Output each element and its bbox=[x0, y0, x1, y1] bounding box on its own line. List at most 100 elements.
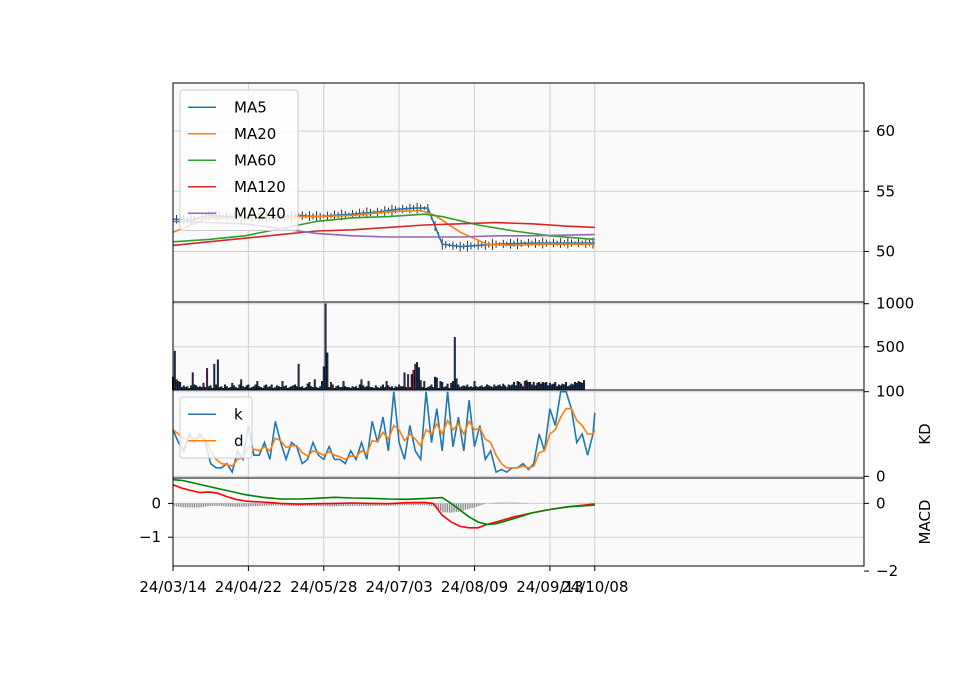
volume-bar bbox=[455, 378, 458, 391]
macd-right-tick-label: 0 bbox=[876, 494, 886, 512]
volume-bar bbox=[539, 383, 542, 391]
volume-bar bbox=[518, 381, 521, 391]
volume-bar bbox=[570, 383, 573, 391]
volume-bar bbox=[548, 382, 551, 391]
volume-bar bbox=[554, 381, 557, 391]
volume-bar bbox=[306, 383, 309, 391]
volume-bar bbox=[362, 385, 365, 391]
volume-bar bbox=[556, 386, 559, 391]
volume-bar bbox=[478, 386, 481, 391]
volume-bar bbox=[301, 386, 304, 391]
volume-bar bbox=[310, 386, 313, 391]
volume-bar bbox=[504, 385, 507, 391]
volume-bar bbox=[575, 382, 578, 391]
volume-bar bbox=[295, 386, 298, 391]
volume-bar bbox=[331, 384, 334, 391]
volume-bar bbox=[444, 386, 447, 391]
volume-bar bbox=[175, 379, 178, 391]
volume-bar bbox=[566, 386, 569, 391]
volume-bar bbox=[493, 384, 496, 391]
volume-bar bbox=[489, 386, 492, 391]
volume-bar bbox=[541, 381, 544, 391]
price-legend-label: MA60 bbox=[234, 151, 276, 169]
x-tick-label: 24/04/22 bbox=[215, 578, 282, 596]
x-tick-label: 24/08/09 bbox=[441, 578, 508, 596]
volume-bar bbox=[193, 384, 196, 391]
kd-y-tick-label: 0 bbox=[876, 467, 886, 485]
volume-bar bbox=[191, 372, 194, 391]
volume-bar bbox=[254, 384, 257, 391]
volume-bar bbox=[285, 385, 288, 391]
volume-bar bbox=[565, 381, 568, 391]
volume-panel-background bbox=[173, 302, 864, 390]
volume-bar bbox=[561, 383, 564, 391]
volume-bar bbox=[179, 381, 182, 391]
volume-bar bbox=[292, 385, 295, 391]
volume-bar bbox=[177, 381, 180, 391]
volume-bar bbox=[439, 381, 442, 391]
volume-bar bbox=[225, 386, 228, 391]
volume-bar bbox=[355, 386, 358, 391]
volume-y-tick-label: 1000 bbox=[876, 295, 914, 313]
volume-bar bbox=[290, 386, 293, 391]
volume-bar bbox=[523, 381, 526, 391]
volume-bar bbox=[452, 381, 454, 391]
volume-bar bbox=[552, 383, 555, 391]
volume-bar bbox=[574, 381, 577, 391]
volume-bar bbox=[583, 380, 585, 391]
volume-bar bbox=[382, 384, 384, 391]
volume-bar bbox=[534, 385, 537, 391]
volume-bar bbox=[173, 350, 176, 391]
volume-bar bbox=[207, 386, 210, 391]
volume-bar bbox=[577, 381, 580, 391]
volume-bar bbox=[473, 381, 476, 391]
kd-legend-label: d bbox=[234, 432, 244, 450]
volume-bar bbox=[480, 385, 483, 391]
kd-legend-box bbox=[179, 396, 253, 459]
volume-bar bbox=[516, 381, 519, 391]
volume-bar bbox=[498, 384, 501, 391]
volume-bar bbox=[412, 369, 415, 391]
price-legend-label: MA20 bbox=[234, 125, 276, 143]
volume-bar bbox=[441, 381, 444, 391]
volume-bar bbox=[344, 386, 347, 391]
volume-bar bbox=[486, 384, 489, 391]
volume-bar bbox=[563, 384, 566, 391]
macd-panel-background bbox=[173, 478, 864, 566]
volume-bar bbox=[294, 384, 297, 391]
volume-bar bbox=[390, 386, 393, 391]
volume-bar bbox=[419, 380, 422, 391]
volume-bar bbox=[416, 362, 419, 391]
volume-bar bbox=[342, 381, 345, 391]
macd-y-axis-title: MACD bbox=[916, 500, 934, 545]
price-legend-label: MA240 bbox=[234, 204, 286, 222]
volume-bar bbox=[423, 381, 426, 391]
volume-bar bbox=[513, 381, 515, 391]
volume-bar bbox=[487, 385, 490, 391]
volume-bar bbox=[509, 385, 512, 391]
volume-bar bbox=[538, 381, 541, 391]
volume-bar bbox=[265, 384, 268, 391]
volume-bar bbox=[198, 386, 201, 391]
volume-bar bbox=[263, 385, 266, 391]
volume-bar bbox=[277, 386, 280, 391]
volume-bar bbox=[220, 386, 223, 391]
x-tick-label: 24/03/14 bbox=[139, 578, 206, 596]
price-series-ma60-line bbox=[172, 213, 595, 243]
volume-y-tick-label: 500 bbox=[876, 338, 905, 356]
volume-bar bbox=[507, 384, 510, 391]
volume-bar bbox=[435, 377, 438, 391]
volume-bar bbox=[446, 383, 449, 391]
volume-bar bbox=[559, 385, 562, 391]
volume-bar bbox=[195, 385, 198, 391]
macd-series-macd-line bbox=[172, 484, 595, 529]
volume-bar bbox=[453, 337, 456, 391]
volume-bar bbox=[367, 381, 370, 391]
price-y-tick-label: 60 bbox=[876, 122, 895, 140]
x-tick-label: 24/05/28 bbox=[290, 578, 357, 596]
volume-bar bbox=[209, 385, 212, 391]
price-legend-label: MA120 bbox=[234, 178, 286, 196]
volume-bar bbox=[401, 386, 404, 391]
volume-bar bbox=[466, 384, 469, 391]
